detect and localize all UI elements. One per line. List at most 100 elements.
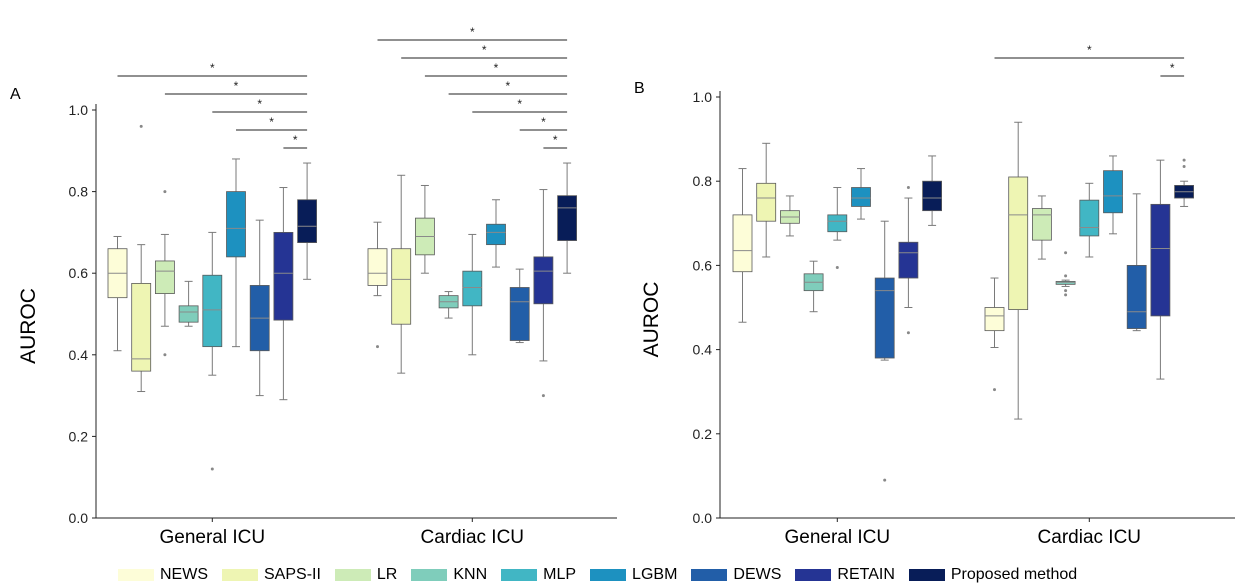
box-iqr bbox=[1126, 264, 1147, 329]
box-proposed-method bbox=[1174, 158, 1194, 207]
legend-item: MLP bbox=[501, 566, 576, 584]
legend-swatch bbox=[118, 569, 154, 581]
box-dews bbox=[509, 268, 530, 344]
significance-bar: * bbox=[117, 61, 308, 77]
box-knn bbox=[803, 260, 824, 313]
significance-bar: * bbox=[994, 43, 1185, 59]
box-news bbox=[107, 235, 128, 352]
box-dews bbox=[874, 220, 895, 482]
significance-star: * bbox=[553, 133, 558, 147]
y-tick-label: 0.2 bbox=[69, 428, 89, 444]
box-iqr bbox=[462, 270, 483, 307]
legend-item: KNN bbox=[411, 566, 487, 584]
legend-item: RETAIN bbox=[795, 566, 895, 584]
y-tick-label: 0.2 bbox=[693, 426, 713, 442]
significance-star: * bbox=[470, 25, 475, 39]
box-iqr bbox=[898, 241, 919, 279]
box-iqr bbox=[557, 195, 577, 241]
outlier-point bbox=[1182, 164, 1186, 168]
y-tick-label: 0.6 bbox=[69, 265, 89, 281]
box-saps-ii bbox=[756, 142, 777, 258]
significance-bar: * bbox=[401, 43, 568, 59]
y-axis-label: AUROC bbox=[17, 288, 40, 364]
outlier-point bbox=[139, 124, 143, 128]
legend-label: KNN bbox=[453, 566, 488, 583]
y-tick-label: 0.0 bbox=[693, 510, 713, 526]
box-proposed-method bbox=[297, 162, 318, 280]
box-saps-ii bbox=[1008, 121, 1029, 420]
box-retain bbox=[273, 187, 294, 401]
box-iqr bbox=[297, 199, 318, 243]
outlier-point bbox=[906, 331, 910, 335]
y-tick-label: 0.8 bbox=[69, 184, 89, 200]
box-iqr bbox=[391, 248, 412, 325]
outlier-point bbox=[541, 394, 545, 398]
legend-item: NEWS bbox=[118, 566, 208, 584]
significance-star: * bbox=[293, 133, 298, 147]
box-iqr bbox=[827, 214, 848, 233]
legend-item: LR bbox=[334, 566, 397, 584]
legend-item: LGBM bbox=[590, 566, 677, 584]
significance-star: * bbox=[506, 79, 511, 93]
y-tick-label: 1.0 bbox=[693, 89, 713, 105]
box-knn bbox=[438, 291, 459, 319]
outlier-point bbox=[1182, 158, 1186, 162]
box-retain bbox=[898, 186, 919, 335]
box-iqr bbox=[131, 282, 152, 372]
box-retain bbox=[533, 189, 554, 398]
box-iqr bbox=[178, 305, 199, 323]
box-lgbm bbox=[1103, 155, 1123, 235]
x-category-label: General ICU bbox=[159, 527, 265, 548]
y-tick-label: 0.6 bbox=[693, 257, 713, 273]
box-lr bbox=[780, 195, 800, 237]
significance-bar: * bbox=[519, 115, 568, 131]
legend-item: Proposed method bbox=[908, 566, 1078, 584]
legend-label: NEWS bbox=[160, 566, 208, 583]
x-category-label: Cardiac ICU bbox=[421, 527, 524, 548]
significance-bar: * bbox=[212, 97, 308, 113]
box-iqr bbox=[1032, 208, 1052, 241]
legend-label: MLP bbox=[543, 566, 577, 583]
legend-label: Proposed method bbox=[950, 566, 1078, 583]
box-mlp bbox=[462, 233, 483, 356]
y-tick-label: 0.4 bbox=[693, 342, 713, 358]
box-dews bbox=[249, 219, 270, 397]
box-iqr bbox=[509, 287, 530, 341]
box-dews bbox=[1126, 193, 1147, 332]
box-iqr bbox=[1103, 170, 1123, 214]
legend-label: DEWS bbox=[733, 566, 782, 583]
y-tick-label: 0.4 bbox=[69, 347, 89, 363]
significance-star: * bbox=[257, 97, 262, 111]
significance-bar: * bbox=[1160, 61, 1185, 77]
box-knn bbox=[178, 280, 199, 327]
box-iqr bbox=[202, 274, 223, 348]
legend-swatch bbox=[411, 569, 448, 581]
box-news bbox=[367, 221, 388, 349]
y-tick-label: 1.0 bbox=[69, 102, 89, 118]
legend-label: RETAIN bbox=[837, 566, 895, 583]
significance-star: * bbox=[494, 61, 499, 75]
panel-b-chart: 0.0 0.2 0.4 0.6 0.8 1.0 AUROC General ICU Cardia… bbox=[640, 43, 1235, 548]
significance-star: * bbox=[269, 115, 274, 129]
significance-star: * bbox=[1087, 43, 1092, 57]
box-mlp bbox=[827, 187, 848, 270]
box-iqr bbox=[874, 277, 895, 359]
significance-bar: * bbox=[472, 97, 568, 113]
y-tick-label: 0.0 bbox=[69, 510, 89, 526]
box-news bbox=[732, 168, 753, 323]
outlier-point bbox=[835, 266, 839, 270]
box-iqr bbox=[756, 182, 777, 222]
panel-a-chart: 0.0 0.2 0.4 0.6 0.8 1.0 AUROC General ICU Cardia… bbox=[17, 25, 617, 548]
box-news bbox=[984, 277, 1005, 392]
x-category-label: General ICU bbox=[784, 527, 890, 548]
significance-star: * bbox=[210, 61, 215, 75]
box-iqr bbox=[1055, 280, 1076, 285]
legend: NEWS SAPS-II LR KNN MLP LGBM DEWS RETAIN Propose… bbox=[118, 566, 1077, 584]
box-proposed-method bbox=[922, 155, 942, 226]
legend-swatch bbox=[501, 569, 538, 581]
box-saps-ii bbox=[131, 124, 152, 393]
significance-star: * bbox=[234, 79, 239, 93]
legend-item: SAPS-II bbox=[222, 566, 321, 584]
legend-swatch bbox=[590, 569, 627, 581]
